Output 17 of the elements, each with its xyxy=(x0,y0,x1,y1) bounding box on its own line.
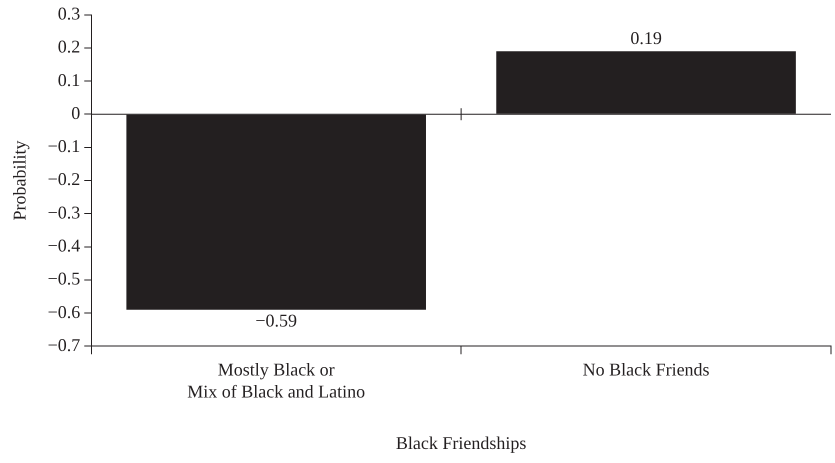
y-tick-label: −0.6 xyxy=(48,302,80,322)
x-axis-title: Black Friendships xyxy=(396,432,526,453)
y-axis-title: Probability xyxy=(10,140,30,220)
data-label: 0.19 xyxy=(630,28,662,48)
data-label: −0.59 xyxy=(255,310,298,330)
y-tick-label: 0 xyxy=(71,102,80,123)
y-tick-label: −0.5 xyxy=(48,268,80,289)
y-tick-label: −0.4 xyxy=(48,236,80,256)
x-tick-label: No Black Friends xyxy=(582,360,710,380)
y-tick-label: −0.3 xyxy=(48,202,80,222)
y-tick-label: 0.2 xyxy=(58,36,80,57)
y-tick-label: 0.1 xyxy=(58,70,80,90)
x-tick-label: Mostly Black or Mix of Black and Latino xyxy=(187,360,366,402)
y-tick-label: −0.7 xyxy=(48,334,80,355)
y-tick-label: −0.1 xyxy=(48,136,80,156)
y-tick-label: −0.2 xyxy=(48,169,80,190)
y-tick-label: 0.3 xyxy=(58,4,80,24)
